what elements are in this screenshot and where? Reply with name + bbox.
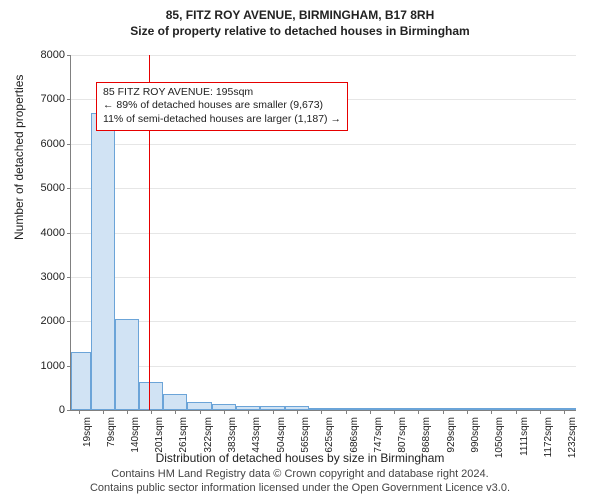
y-tick-label: 5000: [25, 182, 65, 194]
y-tick-label: 8000: [25, 49, 65, 61]
y-tick-label: 2000: [25, 315, 65, 327]
histogram-bar: [91, 113, 115, 410]
histogram-bar: [115, 319, 139, 410]
footer-line1: Contains HM Land Registry data © Crown c…: [0, 468, 600, 480]
histogram-bar: [187, 402, 211, 410]
annotation-line2: ← 89% of detached houses are smaller (9,…: [103, 99, 341, 113]
y-tick-label: 7000: [25, 93, 65, 105]
chart-title: 85, FITZ ROY AVENUE, BIRMINGHAM, B17 8RH: [0, 8, 600, 22]
plot-area: 85 FITZ ROY AVENUE: 195sqm ← 89% of deta…: [70, 55, 576, 411]
annotation-line3: 11% of semi-detached houses are larger (…: [103, 113, 341, 127]
annotation-box: 85 FITZ ROY AVENUE: 195sqm ← 89% of deta…: [96, 82, 348, 131]
chart-subtitle: Size of property relative to detached ho…: [0, 24, 600, 38]
histogram-bar: [71, 352, 91, 410]
histogram-bar: [163, 394, 187, 410]
x-axis-label: Distribution of detached houses by size …: [0, 451, 600, 465]
histogram-bar: [139, 382, 163, 410]
annotation-line1: 85 FITZ ROY AVENUE: 195sqm: [103, 86, 341, 100]
y-tick-label: 3000: [25, 271, 65, 283]
y-tick-label: 4000: [25, 227, 65, 239]
y-tick-label: 1000: [25, 360, 65, 372]
y-axis-label: Number of detached properties: [12, 75, 26, 240]
y-tick-label: 6000: [25, 138, 65, 150]
footer-line2: Contains public sector information licen…: [0, 482, 600, 494]
y-tick-label: 0: [25, 404, 65, 416]
